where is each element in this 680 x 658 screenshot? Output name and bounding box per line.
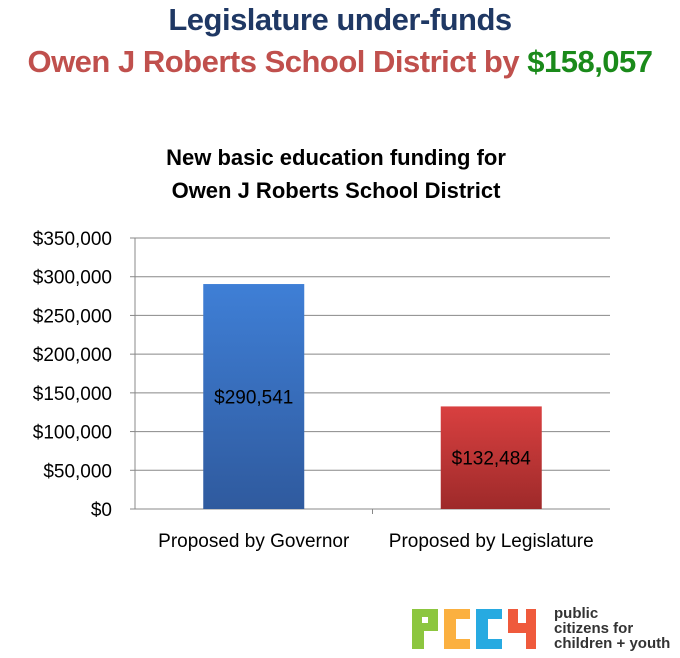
x-tick-label: Proposed by Legislature: [389, 531, 594, 552]
pccy-logo: public citizens for children + youth: [410, 605, 670, 651]
y-tick-label: $50,000: [43, 461, 112, 482]
y-tick-label: $0: [91, 500, 112, 521]
logo-letter: [476, 609, 502, 649]
y-tick-label: $150,000: [33, 384, 112, 405]
logo-line: public: [554, 604, 599, 622]
subheadline-text: Owen J Roberts School District by: [27, 44, 528, 79]
bar: [440, 406, 542, 509]
chart-title: Owen J Roberts School District: [172, 178, 502, 203]
y-tick-label: $300,000: [33, 268, 112, 289]
pccy-logo-mark: [412, 609, 536, 649]
data-label: $132,484: [452, 449, 532, 470]
logo-line: citizens for: [554, 619, 634, 637]
bar: [203, 284, 305, 509]
y-tick-label: $100,000: [33, 423, 112, 444]
y-tick-label: $200,000: [33, 345, 112, 366]
logo-line: children + youth: [554, 634, 671, 652]
logo-letter: [444, 609, 470, 649]
y-tick-label: $350,000: [33, 229, 112, 250]
underfund-amount: $158,057: [527, 44, 653, 79]
logo-letter: [412, 609, 438, 649]
data-label: $290,541: [214, 388, 293, 409]
x-tick-label: Proposed by Governor: [158, 531, 350, 552]
logo-text: public citizens for children + youth: [554, 606, 670, 651]
bar-chart: New basic education funding for Owen J Ro…: [33, 145, 610, 552]
headline: Legislature under-funds: [168, 2, 512, 37]
subheadline: Owen J Roberts School District by $158,0…: [0, 44, 680, 80]
y-tick-label: $250,000: [33, 306, 112, 327]
logo-letter: [508, 609, 536, 649]
chart-title: New basic education funding for: [166, 145, 506, 170]
